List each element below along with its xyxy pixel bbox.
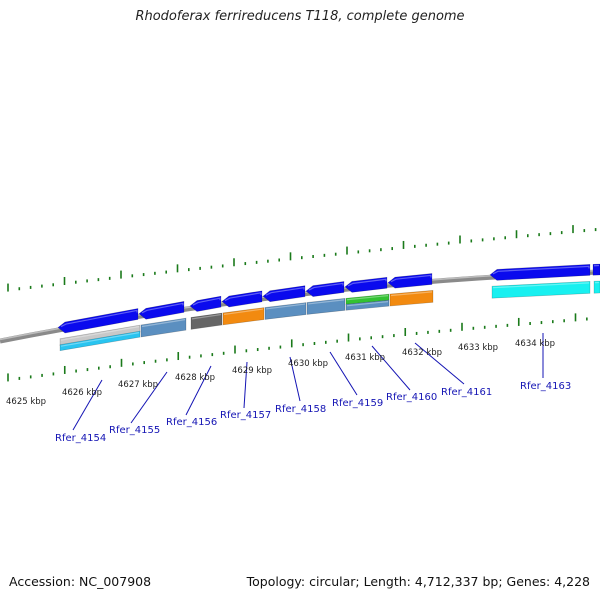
label-leaders — [72, 333, 544, 431]
cog-bar-gloss — [60, 326, 140, 341]
cog-bar — [140, 317, 187, 338]
map-title: Rhodoferax ferrireducens T118, complete … — [135, 9, 465, 24]
gene-label-rfer-4156[interactable]: Rfer_4156 — [166, 417, 217, 428]
cog-bar-gloss — [60, 332, 140, 347]
cds-arrow-gloss — [492, 265, 590, 275]
cds-arrow-gloss — [265, 286, 305, 296]
cog-bar — [306, 298, 346, 315]
gene-label-rfer-4155[interactable]: Rfer_4155 — [109, 425, 160, 436]
cds-arrow-gloss — [224, 292, 262, 302]
cds-arrow — [387, 273, 433, 289]
scale-label: 4625 kbp — [6, 397, 46, 407]
cds-arrow-gloss — [192, 297, 221, 306]
scale-label: 4630 kbp — [288, 359, 328, 369]
gene-label-rfer-4160[interactable]: Rfer_4160 — [386, 392, 437, 403]
gene-label-rfer-4154[interactable]: Rfer_4154 — [55, 433, 106, 444]
label-leader — [329, 351, 358, 396]
outer-tick-band — [7, 225, 597, 292]
gene-label-rfer-4158[interactable]: Rfer_4158 — [275, 404, 326, 415]
cog-bar — [345, 299, 390, 311]
label-leader — [185, 365, 212, 416]
cds-arrow — [57, 308, 139, 334]
cog-bar-gloss — [346, 300, 389, 307]
cog-bar — [593, 280, 600, 294]
label-leader — [289, 356, 301, 402]
cog-bar-gloss — [390, 291, 433, 297]
scale-label: 4634 kbp — [515, 339, 555, 349]
cog-bar-gloss — [265, 303, 306, 310]
label-leader — [130, 371, 168, 424]
label-leader — [72, 379, 103, 431]
cds-arrow — [221, 290, 263, 308]
cog-bar — [491, 281, 591, 299]
scale-label: 4629 kbp — [232, 366, 272, 376]
cds-arrow — [262, 285, 306, 303]
cds-arrow — [305, 281, 345, 297]
gene-label-rfer-4157[interactable]: Rfer_4157 — [220, 410, 271, 421]
scale-label: 4628 kbp — [175, 373, 215, 383]
cog-bar-gloss — [307, 299, 345, 305]
cog-bar — [190, 312, 223, 330]
cds-arrow — [344, 276, 388, 293]
cog-bar — [264, 302, 307, 320]
cds-arrow — [489, 264, 591, 281]
gene-label-rfer-4159[interactable]: Rfer_4159 — [332, 398, 383, 409]
label-leader — [414, 342, 465, 385]
cog-bar-gloss — [346, 294, 389, 301]
cds-arrow-gloss — [141, 302, 184, 314]
cog-bar — [222, 307, 265, 326]
label-leader — [243, 361, 248, 409]
scale-label: 4626 kbp — [62, 388, 102, 398]
cog-bar-gloss — [492, 282, 590, 289]
cds-arrow-gloss — [347, 278, 387, 287]
gene-label-rfer-4161[interactable]: Rfer_4161 — [441, 387, 492, 398]
cds-arrow-gloss — [390, 274, 432, 283]
accession-text: Accession: NC_007908 — [9, 574, 152, 589]
cds-arrow — [592, 263, 600, 276]
cds-arrow-gloss — [308, 282, 344, 291]
scale-tick-band — [7, 313, 588, 382]
genome-stats-text: Topology: circular; Length: 4,712,337 bp… — [246, 574, 590, 589]
gene-label-rfer-4163[interactable]: Rfer_4163 — [520, 381, 571, 392]
gene-track — [57, 263, 600, 352]
cog-bar — [345, 293, 390, 305]
scale-label: 4633 kbp — [458, 343, 498, 353]
scale-label: 4632 kbp — [402, 348, 442, 358]
cds-arrow-gloss — [60, 309, 138, 328]
cog-bar-gloss — [223, 308, 264, 316]
cds-arrow — [189, 295, 222, 312]
label-leader — [371, 345, 411, 391]
cds-arrow — [138, 301, 185, 320]
scale-label: 4627 kbp — [118, 380, 158, 390]
cog-bar — [59, 330, 141, 352]
scale-label: 4631 kbp — [345, 353, 385, 363]
cog-bar-gloss — [141, 319, 186, 328]
cog-bar — [389, 290, 434, 307]
cog-bar-gloss — [191, 313, 222, 320]
